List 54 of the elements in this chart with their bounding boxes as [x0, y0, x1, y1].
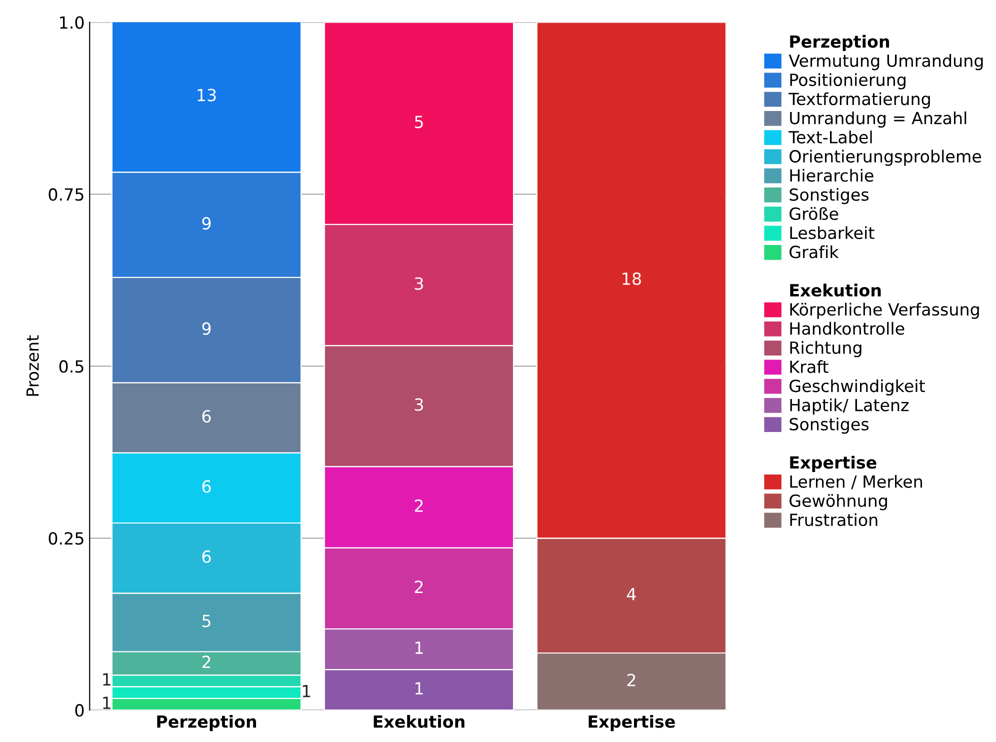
y-axis-title: Prozent	[26, 335, 39, 396]
legend-label: Größe	[790, 207, 838, 220]
annotation: 1	[103, 673, 110, 686]
annotation: 4	[626, 588, 636, 600]
annotation: 2	[414, 499, 423, 512]
annotation: 2	[627, 674, 636, 686]
annotation: 1	[302, 685, 310, 698]
legend-label: Frustration	[790, 513, 878, 526]
annotation: 3	[414, 277, 423, 290]
annotation: 9	[202, 217, 211, 230]
legend-label: Orientierungsprobleme	[790, 150, 982, 166]
legend-label: Kraft	[790, 360, 828, 374]
y-tick-label: 0.75	[48, 188, 84, 201]
annotation: 6	[202, 550, 211, 563]
y-tick-label: 0.25	[48, 532, 84, 545]
category-label: Exekution	[790, 284, 881, 297]
annotation: 2	[202, 656, 210, 668]
legend-label: Sonstiges	[790, 188, 869, 204]
annotation: 6	[202, 410, 211, 423]
annotation: 1	[416, 682, 423, 694]
legend-label: Text-Label	[788, 130, 872, 144]
annotation: 5	[414, 116, 423, 128]
legend-label: Umrandung = Anzahl	[790, 111, 966, 128]
annotation: 1	[103, 696, 110, 709]
annotation: 2	[414, 580, 423, 593]
y-tick-label: 1.0	[60, 16, 84, 29]
legend-label: Handkontrolle	[790, 322, 904, 335]
legend-label: Sonstiges	[790, 418, 869, 434]
legend-label: Körperliche Verfassung	[790, 302, 979, 319]
legend-label: Hierarchie	[790, 168, 874, 182]
legend-label: Haptik/ Latenz	[790, 398, 909, 415]
y-tick-label: 0	[75, 704, 84, 717]
y-tick-label: 0.5	[59, 360, 84, 373]
legend-label: Geschwindigkeit	[790, 379, 925, 396]
legend-label: Textformatierung	[788, 92, 930, 108]
legend-label: Grafik	[790, 245, 839, 258]
legend-label: Gewöhnung	[790, 494, 887, 510]
legend-label: Lesbarkeit	[790, 226, 874, 240]
annotation: 13	[198, 88, 216, 102]
legend-label: Positionierung	[790, 73, 906, 90]
annotation: 9	[202, 322, 211, 335]
legend-label: Lernen / Merken	[790, 474, 922, 490]
x-tick-label: Exekution	[374, 714, 464, 728]
annotation: 1	[416, 642, 423, 654]
annotation: 5	[202, 614, 210, 628]
x-tick-label: Perzeption	[157, 714, 256, 732]
annotation: 18	[622, 272, 641, 286]
x-tick-label: Expertise	[588, 714, 675, 732]
annotation: 3	[414, 398, 423, 411]
category-label: Expertise	[790, 456, 876, 472]
category-label: Perzeption	[790, 34, 890, 52]
legend-label: Richtung	[790, 341, 862, 358]
annotation: 6	[202, 480, 211, 493]
legend-label: Vermutung Umrandung	[788, 54, 983, 70]
